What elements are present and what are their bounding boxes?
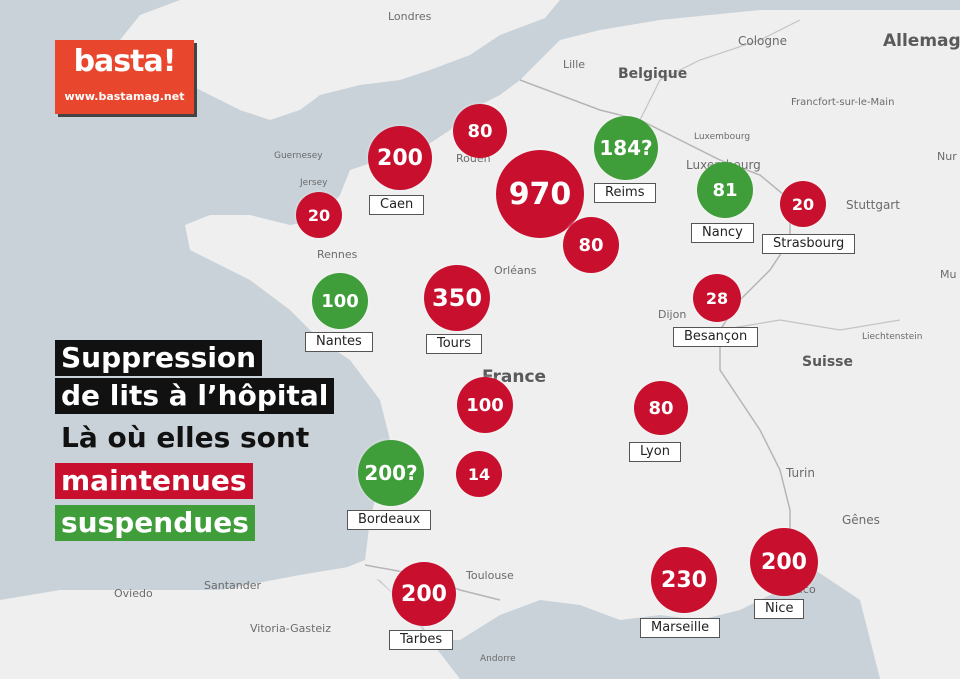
title-line-2: de lits à l’hôpital — [55, 378, 335, 414]
title-line-3: Là où elles sont — [61, 421, 310, 454]
logo-url: www.bastamag.net — [64, 90, 185, 103]
map-label-orleans: Orléans — [494, 264, 537, 277]
basta-logo[interactable]: basta! www.bastamag.net — [55, 40, 194, 114]
marker-label-tarbes: Tarbes — [389, 630, 454, 650]
marker-perigueux[interactable]: 14 — [456, 451, 502, 497]
map-label-suisse: Suisse — [802, 354, 854, 370]
marker-label-caen: Caen — [369, 195, 425, 215]
marker-marseille[interactable]: 230 — [651, 547, 717, 613]
marker-label-nantes: Nantes — [305, 332, 373, 352]
marker-label-nice: Nice — [754, 599, 805, 619]
marker-label-strasbourg: Strasbourg — [762, 234, 856, 254]
map-label-mu: Mu — [940, 268, 957, 281]
map-label-lille: Lille — [563, 58, 586, 71]
map-label-belgique: Belgique — [618, 66, 688, 82]
map-label-oviedo: Oviedo — [114, 587, 153, 600]
marker-limoges[interactable]: 100 — [457, 377, 513, 433]
marker-nice[interactable]: 200 — [750, 528, 818, 596]
map-label-dijon: Dijon — [658, 308, 687, 321]
legend-maintained: maintenues — [55, 463, 253, 499]
map-label-jersey: Jersey — [300, 178, 328, 188]
map-label-andorre: Andorre — [480, 654, 516, 664]
marker-lyon[interactable]: 80 — [634, 381, 688, 435]
title-line-1: Suppression — [55, 340, 263, 376]
marker-brittany[interactable]: 20 — [296, 192, 342, 238]
map-label-guernesey: Guernesey — [274, 151, 323, 161]
map-label-francfort: Francfort-sur-le-Main — [791, 97, 895, 108]
map-label-luxembourg-small: Luxembourg — [694, 132, 751, 142]
marker-label-marseille: Marseille — [640, 618, 721, 638]
marker-label-bordeaux: Bordeaux — [347, 510, 432, 530]
marker-tours[interactable]: 350 — [424, 265, 490, 331]
map-label-londres: Londres — [388, 10, 432, 23]
marker-label-besancon: Besançon — [673, 327, 759, 347]
marker-paris[interactable]: 970 — [496, 150, 584, 238]
map-label-vitoria: Vitoria-Gasteiz — [250, 622, 331, 635]
marker-caen[interactable]: 200 — [368, 126, 432, 190]
map-label-nur: Nur — [937, 150, 957, 163]
map-label-rennes: Rennes — [317, 248, 358, 261]
marker-champagne[interactable]: 80 — [563, 217, 619, 273]
marker-rouen[interactable]: 80 — [453, 104, 507, 158]
marker-label-tours: Tours — [426, 334, 483, 354]
map-label-cologne: Cologne — [738, 34, 788, 48]
map-label-toulouse: Toulouse — [466, 569, 514, 582]
marker-label-nancy: Nancy — [691, 223, 754, 243]
map-label-liechtenstein: Liechtenstein — [862, 332, 923, 342]
marker-nantes[interactable]: 100 — [312, 273, 368, 329]
map-label-genes: Gênes — [842, 513, 880, 527]
map-label-santander: Santander — [204, 579, 261, 592]
marker-bordeaux[interactable]: 200? — [358, 440, 424, 506]
marker-label-reims: Reims — [594, 183, 656, 203]
marker-label-lyon: Lyon — [629, 442, 681, 462]
map-label-turin: Turin — [786, 466, 815, 480]
marker-besancon[interactable]: 28 — [693, 274, 741, 322]
legend-suspended: suspendues — [55, 505, 255, 541]
marker-nancy[interactable]: 81 — [697, 162, 753, 218]
logo-text: basta! — [73, 44, 177, 79]
map-label-allemagne: Allemag — [883, 31, 960, 51]
map-label-stuttgart: Stuttgart — [846, 198, 900, 212]
marker-tarbes[interactable]: 200 — [392, 562, 456, 626]
marker-strasbourg[interactable]: 20 — [780, 181, 826, 227]
marker-reims[interactable]: 184? — [594, 116, 658, 180]
